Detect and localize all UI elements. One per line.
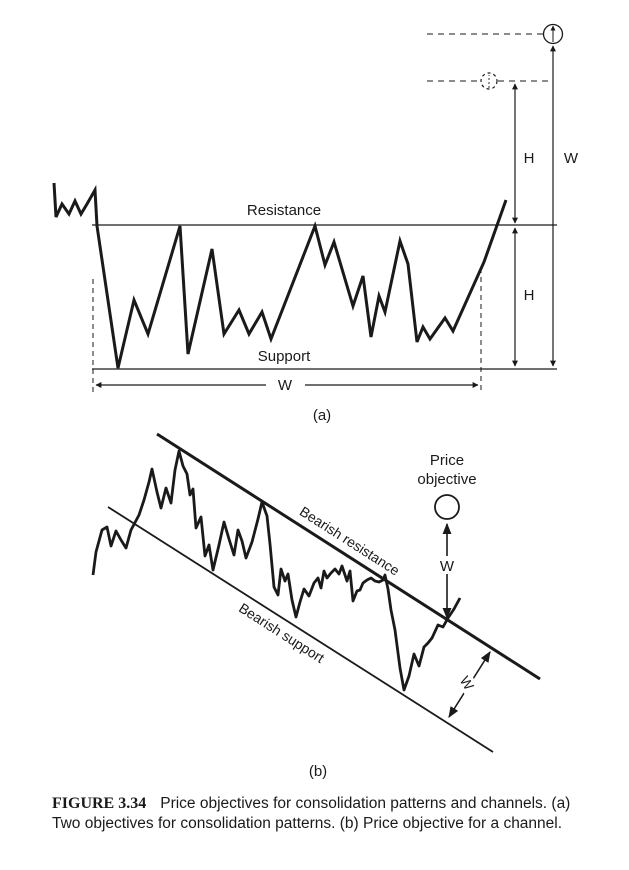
objective-arrow-label-bg <box>438 556 456 574</box>
figure-label: FIGURE 3.34 <box>52 795 147 812</box>
price-objective-line2: objective <box>417 471 476 488</box>
full-height-label: W <box>564 150 579 167</box>
caption-text: Price objectives for consolidation patte… <box>52 795 571 832</box>
panel-b: W W Price objective Bearish resistance B… <box>91 432 541 780</box>
panel-a-label: (a) <box>313 407 331 424</box>
height-label-lower: H <box>524 287 535 304</box>
figure-caption: FIGURE 3.34 Price objectives for consolid… <box>52 794 597 834</box>
panel-b-label: (b) <box>309 763 327 780</box>
bearish-resistance-line <box>156 432 541 681</box>
resistance-label: Resistance <box>247 202 321 219</box>
price-objective-line1: Price <box>430 452 464 469</box>
objective-circle-lower <box>480 72 498 90</box>
channel-width-label-bg <box>455 671 479 695</box>
price-objective-circle <box>434 494 460 520</box>
objective-circle-upper <box>542 23 564 45</box>
width-label-a: W <box>278 377 293 394</box>
panel-a: W H H W Resistance Support (a) <box>52 23 579 424</box>
price-path-b <box>91 449 462 692</box>
support-label: Support <box>258 348 311 365</box>
objective-arrow-label: W <box>440 558 455 575</box>
height-label-upper: H <box>524 150 535 167</box>
bearish-support-line <box>107 506 494 753</box>
bearish-support-label: Bearish support <box>236 600 327 666</box>
height-label-upper-bg <box>522 148 536 166</box>
bearish-resistance-label: Bearish resistance <box>297 503 403 579</box>
price-path-a <box>52 182 508 369</box>
